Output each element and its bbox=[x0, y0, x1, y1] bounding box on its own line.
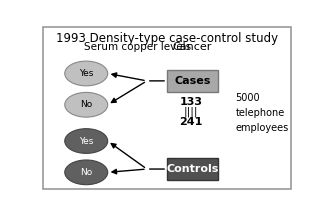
Text: Cases: Cases bbox=[174, 76, 211, 86]
Text: 1993 Density-type case-control study: 1993 Density-type case-control study bbox=[56, 32, 278, 45]
Text: telephone: telephone bbox=[235, 108, 285, 118]
Text: employees: employees bbox=[235, 123, 289, 133]
Text: 5000: 5000 bbox=[235, 93, 260, 103]
FancyBboxPatch shape bbox=[167, 70, 218, 92]
Text: No: No bbox=[80, 168, 92, 177]
Text: Serum copper levels: Serum copper levels bbox=[84, 42, 191, 52]
Text: No: No bbox=[80, 100, 92, 109]
FancyBboxPatch shape bbox=[167, 158, 218, 180]
Text: Controls: Controls bbox=[166, 164, 218, 174]
Text: Yes: Yes bbox=[79, 137, 94, 146]
Text: 241: 241 bbox=[179, 117, 203, 127]
Text: Yes: Yes bbox=[79, 69, 94, 78]
Ellipse shape bbox=[65, 129, 108, 153]
Text: ||||: |||| bbox=[184, 107, 198, 117]
Ellipse shape bbox=[65, 160, 108, 185]
Ellipse shape bbox=[65, 92, 108, 117]
Text: 133: 133 bbox=[180, 97, 202, 107]
Ellipse shape bbox=[65, 61, 108, 86]
Text: Cancer: Cancer bbox=[173, 42, 212, 52]
